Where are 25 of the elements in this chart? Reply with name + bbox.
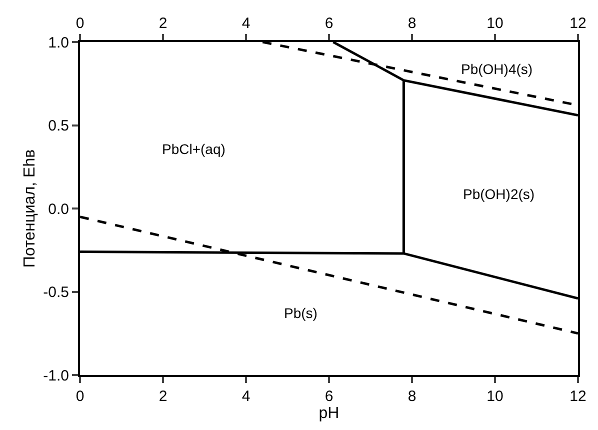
x-tick-label: 0 (76, 15, 84, 32)
x-tick-label: 4 (242, 15, 250, 32)
x2-tick-label: 4 (242, 388, 250, 405)
y-axis-title: Потенциал, Ehв (22, 149, 39, 268)
x2-tick-label: 8 (408, 388, 416, 405)
x2-tick-label: 10 (486, 388, 504, 405)
annotation: Pb(OH)2(s) (463, 186, 535, 202)
x2-tick-label: 6 (324, 388, 334, 405)
x2-tick-label: 2 (158, 388, 168, 405)
x2-tick-label: 12 (570, 388, 586, 405)
y-tick-label: 0.0 (48, 200, 69, 218)
x-tick-label: 10 (486, 15, 504, 32)
y-tick-label: 0.5 (48, 118, 69, 134)
y-tick-label: -0.5 (43, 284, 69, 301)
y-tick-label: 1.0 (48, 34, 69, 52)
annotation: Pb(s) (284, 305, 318, 321)
x-tick-label: 12 (570, 15, 586, 32)
x-axis-title: pH (318, 405, 340, 422)
x-tick-label: 6 (324, 15, 334, 32)
x2-tick-label: 0 (76, 388, 84, 405)
x-tick-label: 8 (408, 15, 416, 32)
annotation: PbCl+(aq) (162, 141, 226, 157)
x-tick-label: 2 (158, 15, 168, 32)
y-tick-label: -1.0 (43, 367, 69, 384)
annotation: Pb(OH)4(s) (461, 61, 533, 77)
